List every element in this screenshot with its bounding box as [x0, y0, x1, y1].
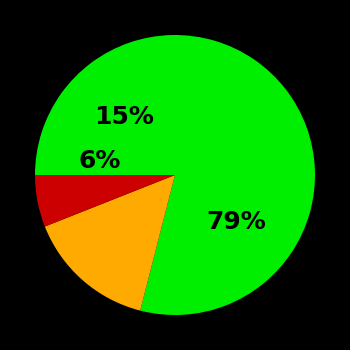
Text: 6%: 6% — [78, 148, 120, 173]
Text: 15%: 15% — [94, 105, 154, 129]
Wedge shape — [45, 175, 175, 310]
Wedge shape — [35, 175, 175, 226]
Text: 79%: 79% — [206, 210, 266, 234]
Wedge shape — [35, 35, 315, 315]
